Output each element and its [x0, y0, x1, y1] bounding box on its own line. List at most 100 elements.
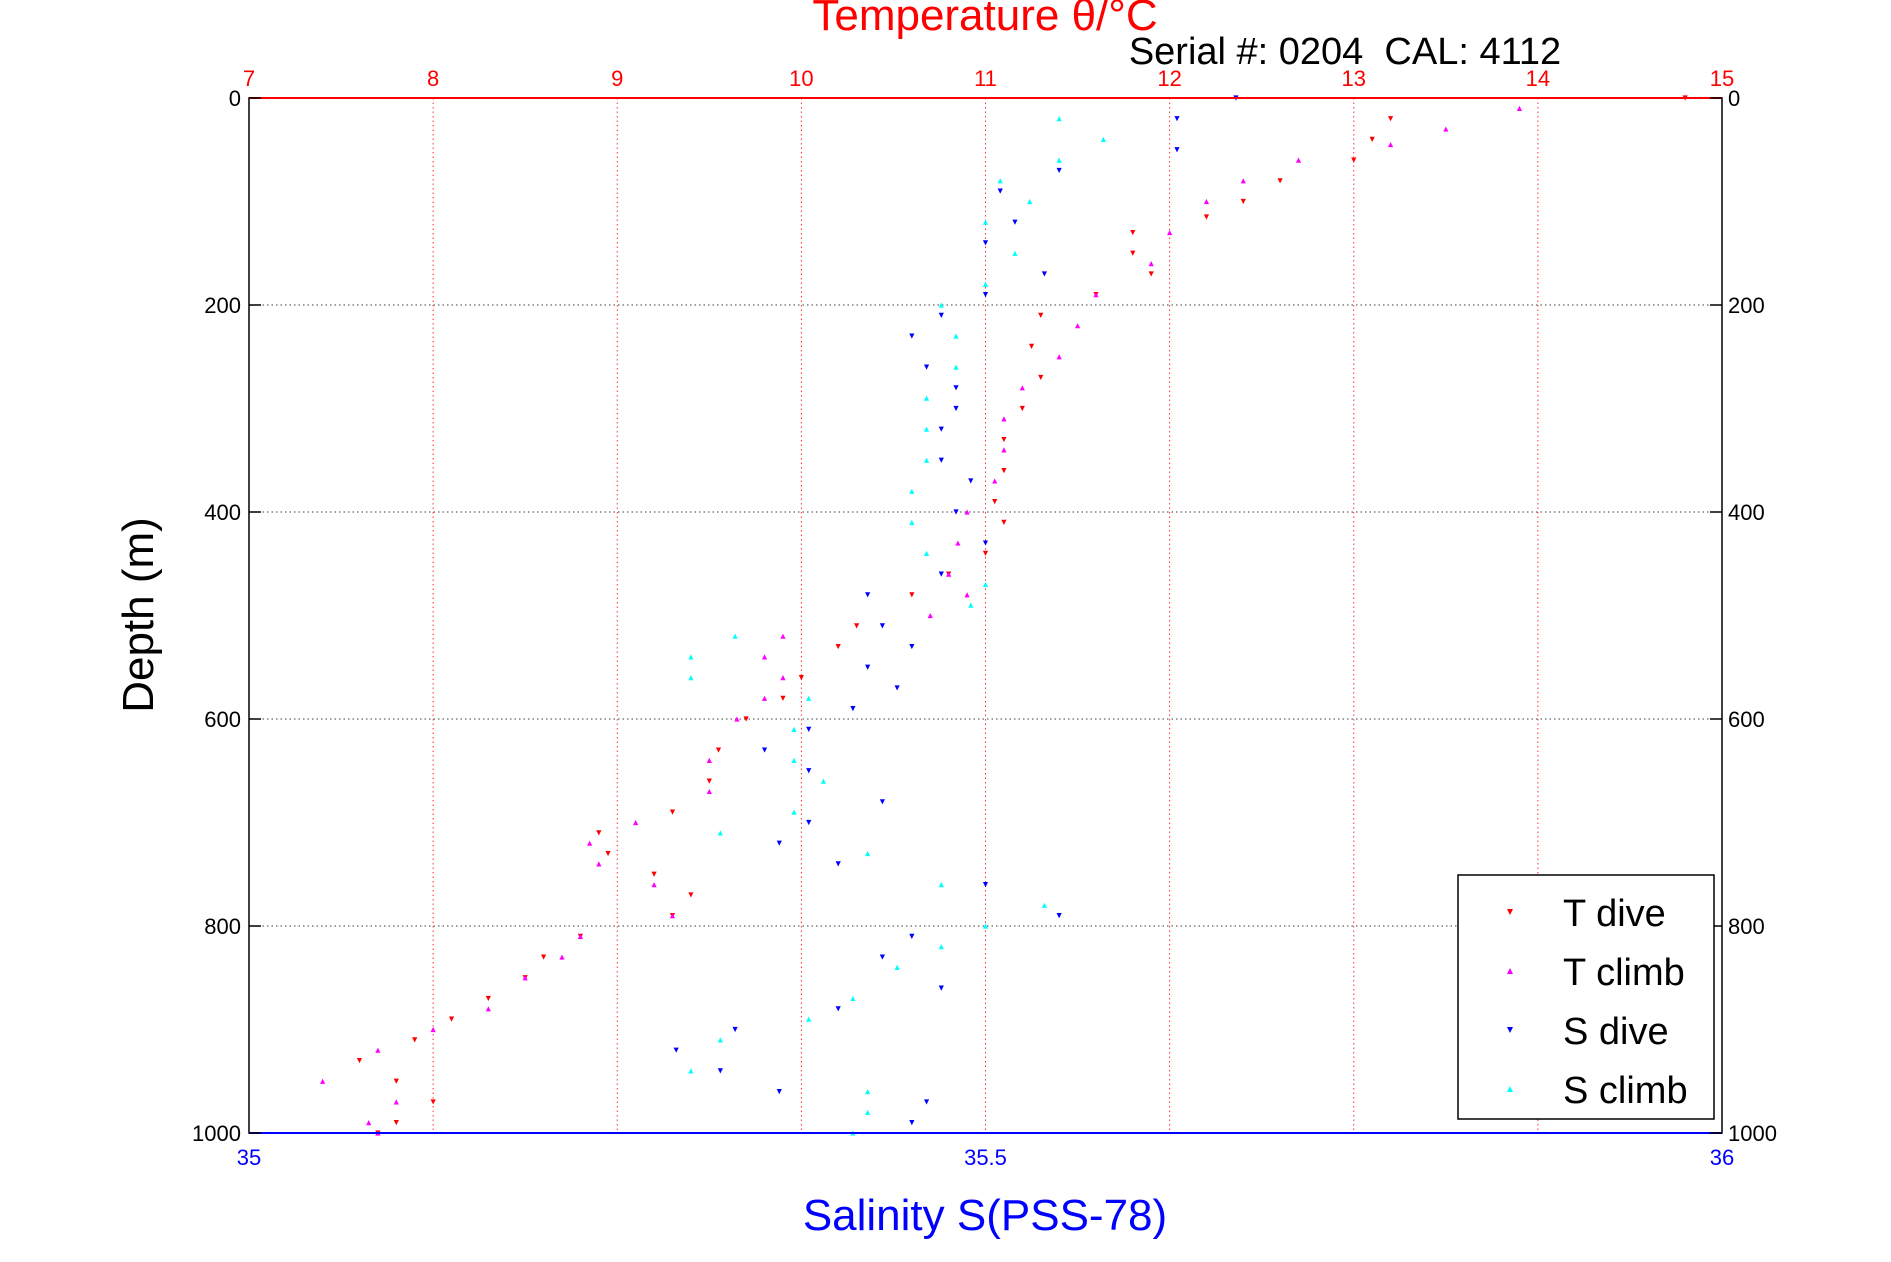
temperature-tick-label: 15	[1710, 66, 1734, 91]
data-point	[955, 540, 961, 546]
data-point	[865, 1089, 871, 1095]
data-point	[1056, 913, 1062, 919]
data-point	[791, 757, 797, 763]
data-point	[879, 954, 885, 960]
temperature-tick-label: 13	[1342, 66, 1366, 91]
data-point	[1012, 219, 1018, 225]
depth-tick-label-left: 0	[229, 86, 241, 111]
data-point	[1240, 198, 1246, 205]
data-point	[605, 850, 611, 857]
legend-box	[1457, 874, 1715, 1120]
data-point	[448, 1016, 455, 1022]
data-point	[743, 716, 749, 722]
data-point	[982, 219, 989, 225]
data-point	[938, 312, 944, 318]
data-point	[596, 830, 602, 836]
depth-tick-label-right: 200	[1728, 293, 1765, 318]
data-point	[791, 726, 797, 732]
data-point	[879, 623, 885, 629]
data-point	[1041, 271, 1048, 277]
data-point	[596, 861, 602, 867]
data-point	[865, 664, 871, 670]
data-point	[992, 478, 998, 484]
data-point	[320, 1078, 326, 1084]
x-axis-label: Salinity S(PSS-78)	[803, 1191, 1167, 1240]
data-point	[1130, 250, 1136, 256]
data-point	[688, 892, 694, 898]
data-point	[806, 726, 812, 732]
data-point	[923, 426, 930, 432]
data-point	[1148, 261, 1154, 267]
data-point	[923, 1099, 930, 1105]
data-point	[997, 188, 1003, 194]
data-point	[938, 457, 944, 463]
data-point	[865, 850, 871, 857]
data-point	[776, 1089, 782, 1095]
data-point	[1443, 126, 1449, 132]
data-point	[485, 1006, 491, 1012]
data-point	[706, 788, 712, 795]
salinity-tick-label: 35.5	[964, 1145, 1007, 1170]
data-point	[717, 830, 723, 836]
data-point	[669, 809, 676, 815]
depth-tick-label-right: 0	[1728, 86, 1740, 111]
temperature-tick-label: 12	[1157, 66, 1181, 91]
data-point	[1387, 116, 1394, 122]
data-point	[1056, 354, 1062, 360]
data-point	[366, 1120, 372, 1126]
temperature-tick-label: 14	[1526, 66, 1550, 91]
data-point	[430, 1026, 436, 1033]
depth-tick-label-left: 200	[204, 293, 241, 318]
data-point	[835, 861, 841, 867]
data-point	[964, 509, 970, 515]
data-point	[1387, 141, 1394, 148]
data-point	[865, 1109, 871, 1115]
legend-label: S dive	[1563, 1011, 1669, 1053]
salinity-tick-label: 35	[237, 1145, 261, 1170]
data-point	[865, 592, 871, 598]
data-point	[761, 747, 768, 753]
data-point	[1056, 167, 1062, 174]
data-point	[791, 809, 797, 815]
data-point	[982, 581, 989, 588]
data-point	[688, 654, 694, 660]
temperature-tick-label: 8	[427, 66, 439, 91]
data-point	[953, 385, 959, 391]
data-point	[1012, 250, 1018, 256]
data-point	[651, 871, 657, 877]
data-point	[1074, 323, 1081, 329]
data-point	[1174, 147, 1180, 153]
data-point	[1369, 136, 1375, 142]
data-point	[923, 395, 930, 401]
data-point	[776, 840, 782, 846]
legend-marker	[1507, 909, 1513, 915]
data-point	[835, 1006, 841, 1012]
data-point	[1174, 116, 1180, 122]
data-point	[673, 1047, 679, 1053]
data-point	[982, 292, 989, 298]
data-point	[587, 840, 593, 846]
depth-tick-label-left: 800	[204, 914, 241, 939]
data-point	[953, 333, 959, 339]
data-point	[1130, 229, 1136, 236]
legend-label: T climb	[1563, 952, 1685, 994]
data-point	[854, 623, 860, 629]
data-point	[412, 1037, 418, 1043]
data-point	[806, 768, 812, 774]
legend-label: S climb	[1563, 1070, 1688, 1112]
temperature-tick-label: 11	[974, 66, 997, 91]
data-point	[717, 1037, 723, 1043]
data-point	[651, 882, 657, 888]
data-point	[1516, 105, 1523, 111]
data-point	[706, 757, 712, 763]
depth-tick-label-right: 1000	[1728, 1121, 1777, 1146]
data-point	[1001, 468, 1007, 474]
data-point	[938, 985, 944, 991]
data-point	[688, 1068, 694, 1074]
data-point	[938, 426, 944, 432]
data-point	[1295, 157, 1302, 163]
data-point	[835, 643, 841, 650]
data-point	[1028, 343, 1035, 349]
legend-label: T dive	[1563, 893, 1666, 935]
